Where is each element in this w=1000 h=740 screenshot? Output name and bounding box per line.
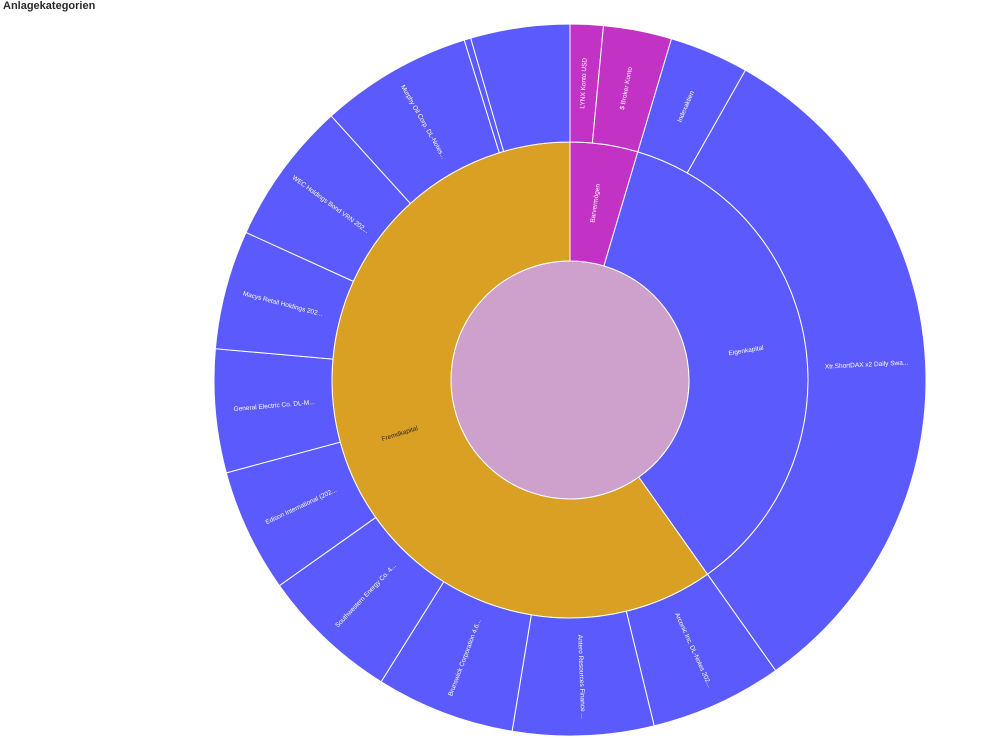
sunburst-center[interactable] xyxy=(450,260,690,500)
outer-segment-blank-10[interactable] xyxy=(470,23,571,153)
chart-title: Anlagekategorien xyxy=(3,0,96,12)
outer-segment-xtr-shortdax-x2-daily-swa[interactable] xyxy=(686,69,927,672)
